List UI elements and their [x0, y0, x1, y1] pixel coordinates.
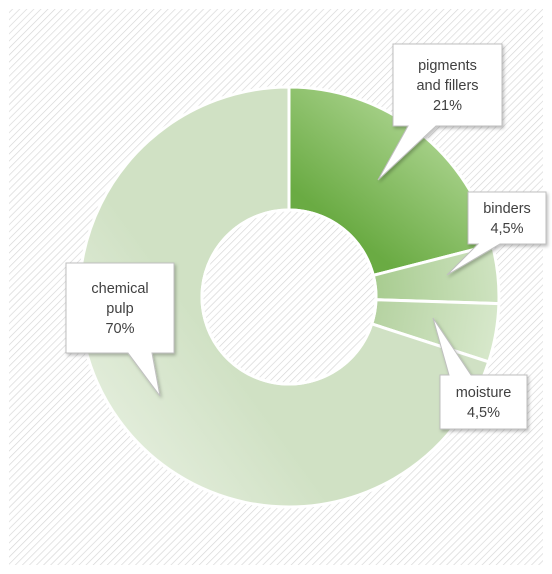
- data-label-category: chemical: [91, 281, 148, 297]
- data-label-category: moisture: [456, 385, 512, 401]
- data-label-value: 4,5%: [490, 221, 523, 237]
- callout-pigments-and-fillers: [377, 43, 503, 181]
- data-label-callouts: pigments and fillers 21% binders 4,5% moistur…: [65, 43, 547, 430]
- data-label-category: binders: [483, 201, 531, 217]
- data-label-category: pigments: [418, 58, 477, 74]
- data-label-value: 21%: [433, 98, 462, 114]
- data-label-value: 4,5%: [467, 405, 500, 421]
- callout-box: [446, 191, 547, 276]
- data-label-value: 70%: [105, 321, 134, 337]
- doughnut-hole: [200, 208, 378, 386]
- callout-moisture: [432, 317, 528, 430]
- data-label-category: pulp: [106, 301, 133, 317]
- callout-box: [65, 262, 175, 397]
- callout-chemical-pulp: [65, 262, 175, 397]
- callout-binders: [446, 191, 547, 276]
- callout-box: [432, 317, 528, 430]
- data-label-category: and fillers: [416, 78, 478, 94]
- callout-box: [377, 43, 503, 181]
